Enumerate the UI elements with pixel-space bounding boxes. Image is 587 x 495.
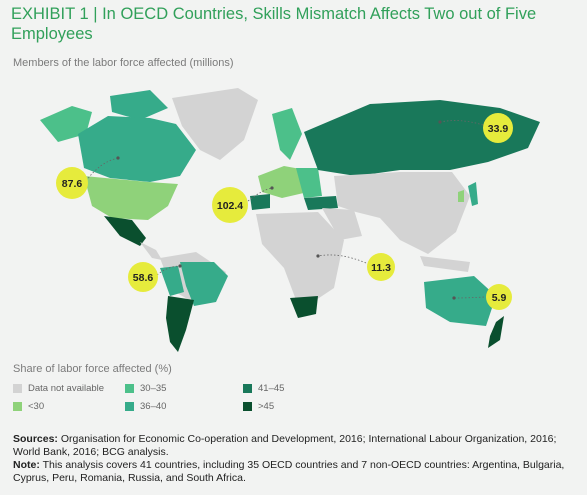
bubble-south-africa: 11.3 (367, 253, 395, 281)
region-usa (84, 176, 178, 220)
leader-russia (439, 120, 484, 126)
region-peru (160, 266, 184, 296)
legend-label-over-45: >45 (258, 401, 275, 412)
note-text: This analysis covers 41 countries, inclu… (13, 459, 565, 484)
leader-dot-south-africa (316, 254, 320, 258)
legend-swatch-30-35 (125, 384, 134, 393)
region-canada-islands (110, 90, 168, 120)
bubble-value-north-america: 87.6 (62, 178, 83, 190)
region-greenland (172, 88, 258, 160)
region-central-america (140, 242, 162, 260)
world-map: 87.6 102.4 33.9 58.6 11.3 5.9 (40, 88, 540, 352)
legend-swatch-36-40 (125, 402, 134, 411)
bubble-russia: 33.9 (483, 113, 513, 143)
legend-item-no-data: Data not available (13, 383, 104, 394)
region-africa (256, 212, 344, 300)
legend-swatch-41-45 (243, 384, 252, 393)
note-line: Note: This analysis covers 41 countries,… (13, 459, 578, 485)
legend-swatch-over-45 (243, 402, 252, 411)
bubble-value-russia: 33.9 (488, 123, 509, 135)
leader-dot-oceania (452, 296, 456, 300)
region-indonesia (420, 256, 470, 272)
region-mexico (104, 216, 146, 246)
region-eastern-europe (296, 168, 322, 198)
region-western-europe (258, 166, 308, 198)
bubble-south-america: 58.6 (128, 262, 158, 292)
legend-label-36-40: 36–40 (140, 401, 167, 412)
leader-south-africa (317, 254, 367, 264)
bubble-europe: 102.4 (212, 187, 248, 223)
legend-label-41-45: 41–45 (258, 383, 285, 394)
region-new-zealand (488, 316, 504, 348)
region-australia (424, 276, 496, 326)
leader-oceania (453, 296, 485, 299)
region-turkey (304, 196, 338, 210)
legend-label-no-data: Data not available (28, 383, 105, 394)
leader-north-america (85, 157, 119, 182)
leader-dot-russia (438, 120, 442, 124)
region-brazil (180, 262, 228, 306)
region-south-africa (290, 296, 318, 318)
region-scandinavia (272, 108, 302, 160)
region-chile-argentina (166, 296, 194, 352)
region-asia-nodata (334, 172, 470, 254)
legend-swatch-under-30 (13, 402, 22, 411)
legend-item-under-30: <30 (13, 401, 44, 412)
sources-label: Sources: (13, 433, 58, 445)
leader-dot-south-america (178, 264, 182, 268)
sources-line: Sources: Organisation for Economic Co-op… (13, 433, 578, 459)
bubble-value-europe: 102.4 (217, 200, 243, 212)
legend-item-36-40: 36–40 (125, 401, 166, 412)
region-iberia (250, 194, 270, 210)
leader-europe (247, 187, 273, 202)
legend-label-30-35: 30–35 (140, 383, 167, 394)
leader-dot-europe (270, 186, 274, 190)
legend-item-over-45: >45 (243, 401, 274, 412)
bubble-value-oceania: 5.9 (492, 292, 507, 304)
region-canada (78, 116, 196, 182)
leader-dot-north-america (116, 156, 120, 160)
bubble-oceania: 5.9 (486, 284, 512, 310)
region-russia (304, 100, 540, 176)
bubble-value-south-america: 58.6 (133, 272, 154, 284)
legend: Data not available <30 30–35 36–40 41–45… (13, 380, 573, 416)
bubble-value-south-africa: 11.3 (371, 262, 391, 274)
bubble-north-america: 87.6 (56, 167, 88, 199)
region-middle-east (322, 208, 362, 240)
legend-swatch-no-data (13, 384, 22, 393)
region-korea (458, 190, 464, 202)
footer-notes: Sources: Organisation for Economic Co-op… (13, 433, 578, 485)
legend-title: Share of labor force affected (%) (13, 363, 172, 375)
legend-item-30-35: 30–35 (125, 383, 166, 394)
legend-label-under-30: <30 (28, 401, 45, 412)
legend-item-41-45: 41–45 (243, 383, 284, 394)
region-alaska (40, 106, 92, 142)
sources-text: Organisation for Economic Co-operation a… (13, 433, 557, 458)
exhibit-title: EXHIBIT 1 | In OECD Countries, Skills Mi… (11, 5, 537, 43)
map-subtitle: Members of the labor force affected (mil… (13, 57, 234, 69)
note-label: Note: (13, 459, 40, 471)
region-japan (468, 182, 478, 206)
